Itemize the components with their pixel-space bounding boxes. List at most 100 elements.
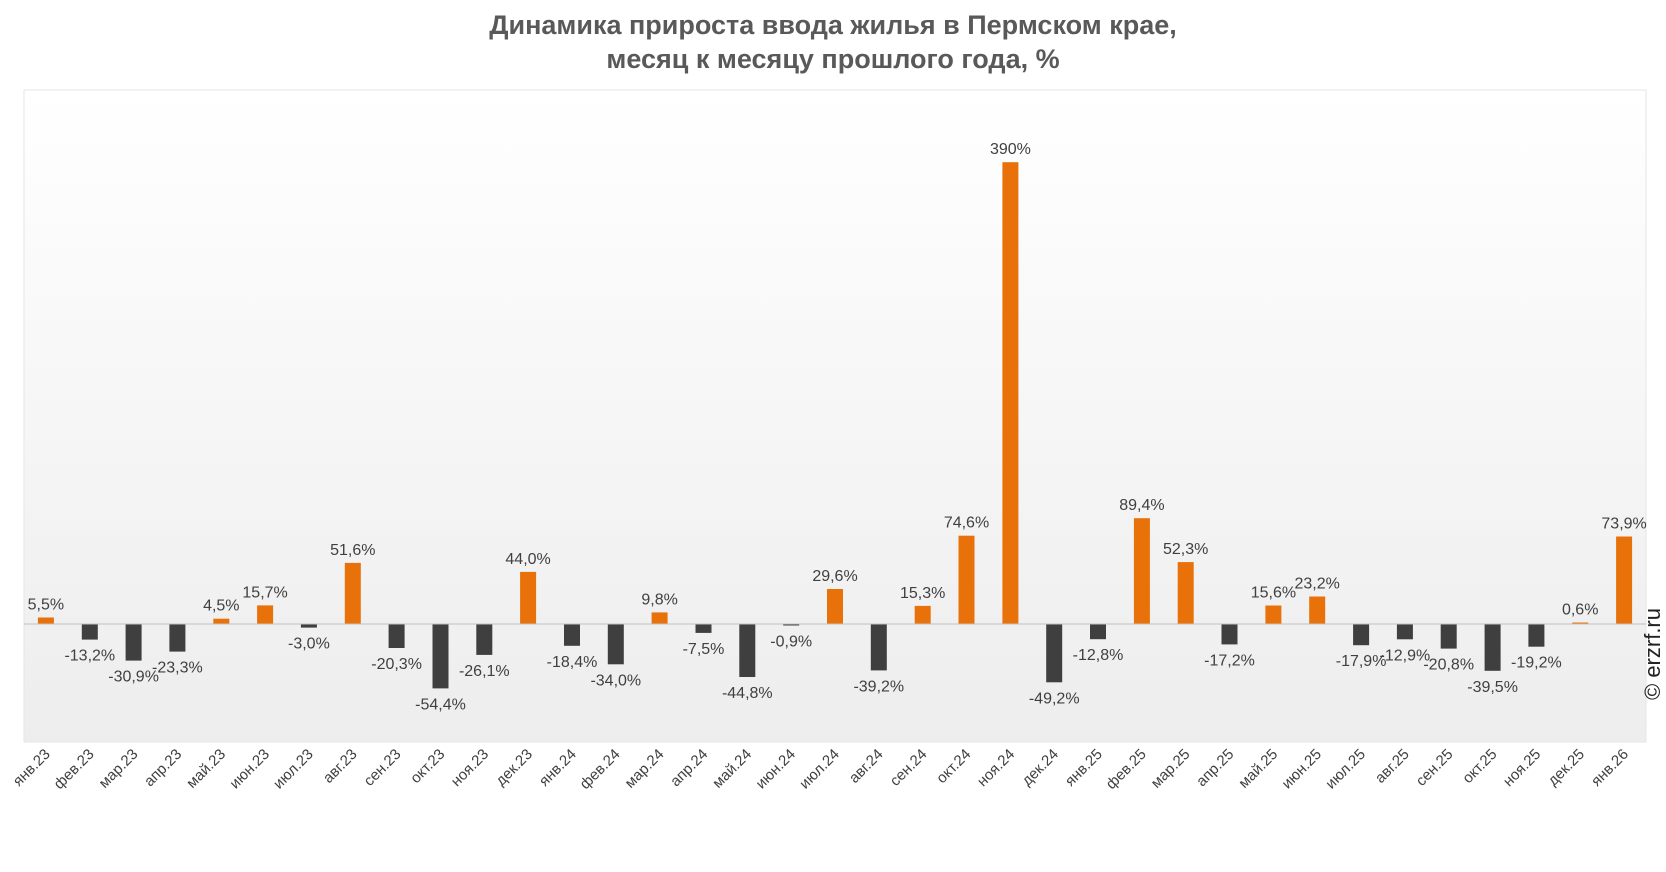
data-label-мар.25: 52,3% <box>1163 541 1208 558</box>
x-tick-label-июн.23: июн.23 <box>226 746 273 793</box>
bar-окт.24 <box>958 535 975 624</box>
plot-area <box>23 89 1647 743</box>
x-tick-label-июл.23: июл.23 <box>270 746 317 793</box>
x-tick-label-апр.24: апр.24 <box>667 746 711 790</box>
x-tick-label-мар.24: мар.24 <box>622 746 668 792</box>
x-tick-label-янв.25: янв.25 <box>1062 746 1106 790</box>
data-label-июн.24: -0,9% <box>770 634 812 651</box>
data-label-дек.25: 0,6% <box>1562 602 1598 619</box>
data-label-мар.24: 9,8% <box>641 591 677 608</box>
bar-фев.25 <box>1133 518 1150 624</box>
x-tick-label-июл.24: июл.24 <box>796 746 843 793</box>
x-tick-label-дек.24: дек.24 <box>1019 746 1062 789</box>
x-tick-label-сен.25: сен.25 <box>1413 746 1457 790</box>
bar-май.23 <box>213 618 230 624</box>
bar-авг.23 <box>344 562 361 624</box>
data-label-июн.25: 23,2% <box>1295 576 1340 593</box>
x-tick-label-окт.23: окт.23 <box>407 746 448 787</box>
data-label-окт.25: -39,5% <box>1467 679 1518 696</box>
data-label-янв.26: 73,9% <box>1601 516 1646 533</box>
x-tick-label-дек.23: дек.23 <box>492 746 535 789</box>
bar-июн.24 <box>783 624 800 626</box>
x-tick-label-окт.24: окт.24 <box>933 746 974 787</box>
x-tick-label-авг.24: авг.24 <box>846 746 887 787</box>
data-label-июн.23: 15,7% <box>242 584 287 601</box>
data-label-янв.23: 5,5% <box>28 597 64 614</box>
x-tick-label-дек.25: дек.25 <box>1545 746 1588 789</box>
x-tick-label-сен.24: сен.24 <box>887 746 931 790</box>
bar-дек.25 <box>1572 622 1589 624</box>
bar-мар.23 <box>125 624 142 661</box>
data-label-авг.25: -12,9% <box>1380 647 1431 664</box>
x-tick-label-май.25: май.25 <box>1235 746 1281 792</box>
chart-title-line-2: месяц к месяцу прошлого года, % <box>606 44 1060 74</box>
data-label-фев.23: -13,2% <box>64 648 115 665</box>
bar-янв.23 <box>37 617 54 624</box>
x-tick-label-фев.25: фев.25 <box>1103 746 1150 793</box>
data-label-ноя.25: -19,2% <box>1511 655 1562 672</box>
x-tick-label-янв.23: янв.23 <box>10 746 54 790</box>
bar-июл.24 <box>827 589 843 624</box>
bar-дек.23 <box>520 571 537 624</box>
data-label-сен.25: -20,8% <box>1423 657 1474 674</box>
bar-фев.24 <box>607 624 624 665</box>
x-tick-label-ноя.23: ноя.23 <box>448 746 492 790</box>
bar-мар.24 <box>651 612 668 624</box>
data-label-авг.23: 51,6% <box>330 542 375 559</box>
bar-июн.23 <box>257 605 274 624</box>
data-label-июл.24: 29,6% <box>812 568 857 585</box>
watermark: © erzrf.ru <box>1640 608 1665 700</box>
x-tick-label-май.23: май.23 <box>183 746 229 792</box>
x-tick-label-апр.23: апр.23 <box>141 746 185 790</box>
x-tick-label-янв.26: янв.26 <box>1588 746 1632 790</box>
bar-окт.23 <box>432 624 449 689</box>
data-label-янв.25: -12,8% <box>1073 647 1124 664</box>
bar-янв.26 <box>1616 536 1633 624</box>
x-tick-label-май.24: май.24 <box>709 746 755 792</box>
bar-фев.23 <box>81 624 98 640</box>
data-label-ноя.23: -26,1% <box>459 663 510 680</box>
data-label-ноя.24: 390% <box>990 141 1031 158</box>
chart-title-line-1: Динамика прироста ввода жилья в Пермском… <box>489 10 1177 40</box>
bar-ноя.25 <box>1528 624 1545 647</box>
bar-июн.25 <box>1309 596 1326 624</box>
x-tick-label-июл.25: июл.25 <box>1322 746 1369 793</box>
x-tick-label-июн.25: июн.25 <box>1279 746 1326 793</box>
x-tick-label-ноя.24: ноя.24 <box>974 746 1018 790</box>
bar-май.25 <box>1265 605 1282 624</box>
x-tick-label-мар.25: мар.25 <box>1148 746 1194 792</box>
data-label-май.25: 15,6% <box>1251 585 1296 602</box>
data-label-июл.23: -3,0% <box>288 636 330 653</box>
data-label-дек.24: -49,2% <box>1029 690 1080 707</box>
bar-апр.23 <box>169 624 186 652</box>
bar-мар.25 <box>1177 562 1194 624</box>
data-label-май.23: 4,5% <box>203 598 239 615</box>
chart-title: Динамика прироста ввода жилья в Пермском… <box>0 8 1666 76</box>
bar-сен.25 <box>1440 624 1457 649</box>
data-label-мар.23: -30,9% <box>108 669 159 686</box>
data-label-сен.24: 15,3% <box>900 585 945 602</box>
bar-май.24 <box>739 624 756 677</box>
bar-ноя.23 <box>476 624 493 655</box>
x-tick-label-фев.23: фев.23 <box>51 746 98 793</box>
x-tick-label-янв.24: янв.24 <box>536 746 580 790</box>
bar-янв.24 <box>564 624 580 646</box>
data-label-дек.23: 44,0% <box>505 551 550 568</box>
data-label-янв.24: -18,4% <box>547 654 598 671</box>
bar-ноя.24 <box>1002 162 1019 624</box>
bar-июл.25 <box>1353 624 1370 646</box>
data-label-июл.25: -17,9% <box>1336 653 1387 670</box>
bar-сен.24 <box>914 605 931 624</box>
data-label-фев.24: -34,0% <box>590 672 641 689</box>
data-label-авг.24: -39,2% <box>853 678 904 695</box>
data-label-апр.25: -17,2% <box>1204 652 1255 669</box>
bar-сен.23 <box>388 624 405 648</box>
bar-окт.25 <box>1484 624 1501 671</box>
data-label-фев.25: 89,4% <box>1119 497 1164 514</box>
data-label-апр.23: -23,3% <box>152 660 203 677</box>
x-tick-label-авг.23: авг.23 <box>320 746 361 787</box>
bar-апр.25 <box>1221 624 1238 645</box>
bar-дек.24 <box>1046 624 1063 683</box>
x-tick-label-мар.23: мар.23 <box>96 746 142 792</box>
